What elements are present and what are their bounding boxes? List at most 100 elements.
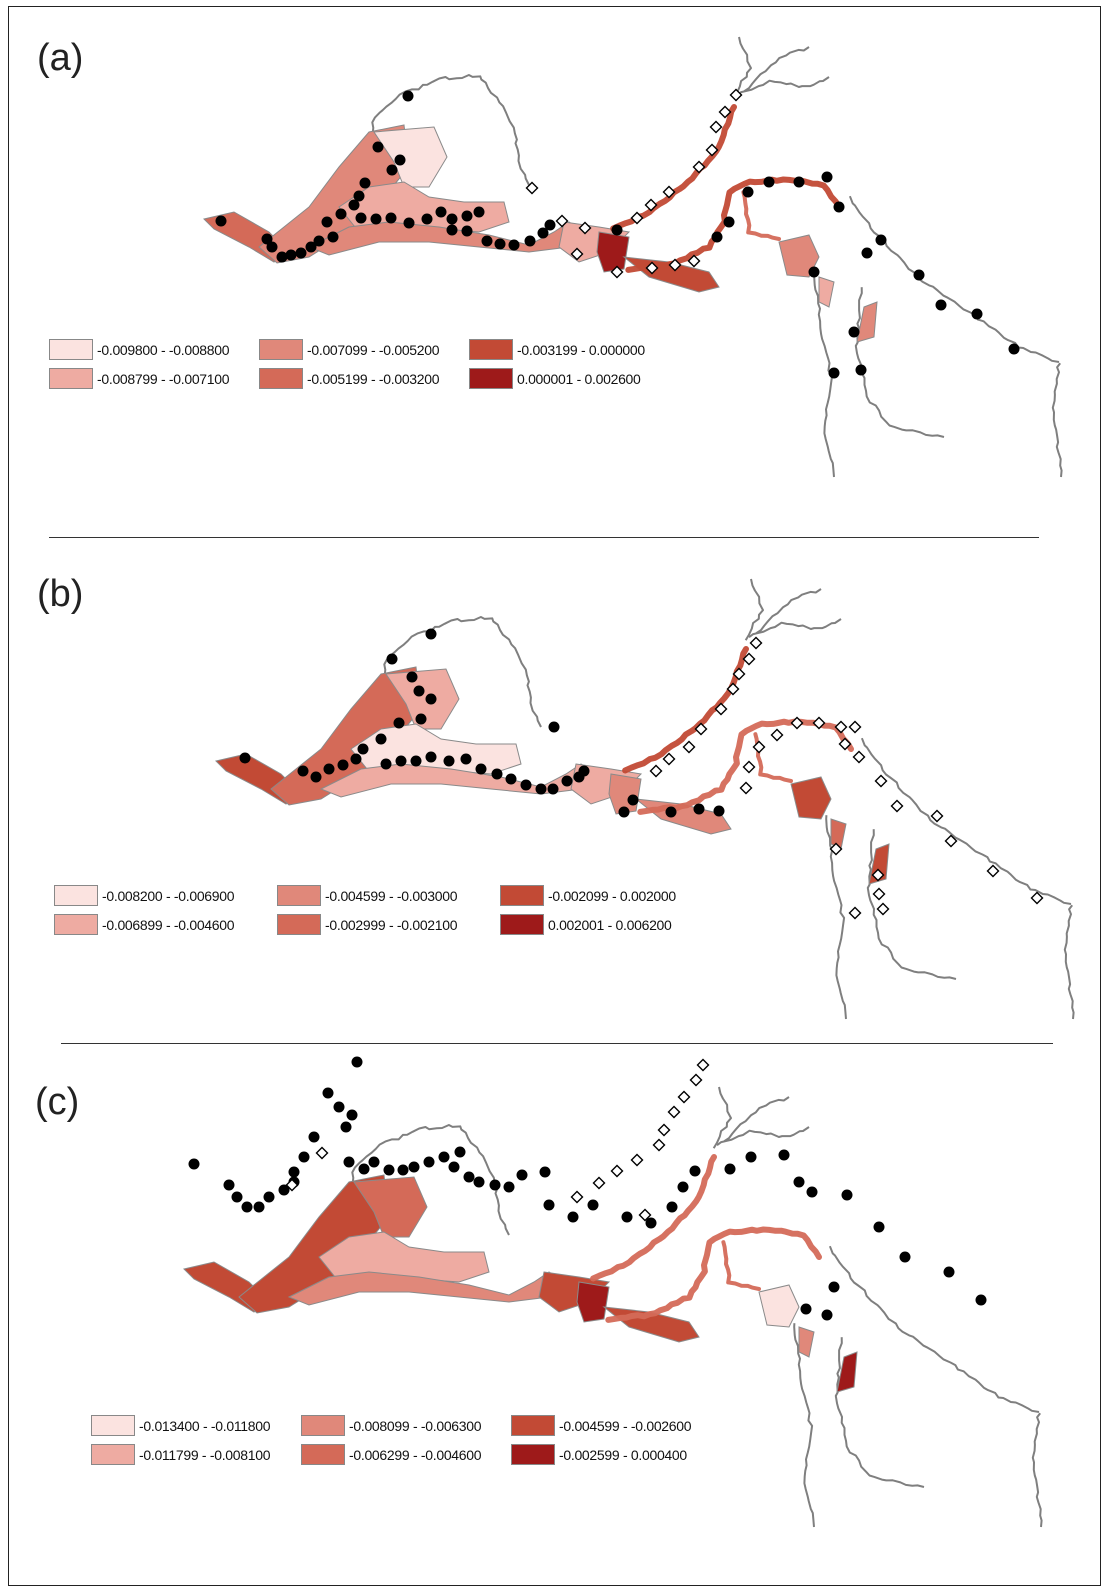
filled-site-marker (393, 717, 405, 729)
filled-site-marker (386, 653, 398, 665)
legend-swatch (49, 368, 93, 389)
legend-swatch (259, 368, 303, 389)
filled-site-marker (351, 1056, 363, 1068)
filled-site-marker (855, 364, 867, 376)
filled-site-marker (285, 249, 297, 261)
filled-site-marker (425, 693, 437, 705)
filled-site-marker (383, 1164, 395, 1176)
open-site-marker (876, 902, 890, 916)
open-site-marker (652, 1138, 666, 1152)
open-site-marker (726, 682, 740, 696)
filled-site-marker (223, 1179, 235, 1191)
filled-site-marker (535, 783, 547, 795)
filled-site-marker (971, 308, 983, 320)
filled-site-marker (446, 224, 458, 236)
filled-site-marker (913, 269, 925, 281)
filled-site-marker (463, 1171, 475, 1183)
filled-site-marker (333, 1101, 345, 1113)
legend-item: -0.009800 - -0.008800 (49, 339, 230, 360)
river-line (723, 1096, 790, 1143)
filled-site-marker (793, 1176, 805, 1188)
legend-item: -0.008200 - -0.006900 (54, 885, 235, 906)
filled-site-marker (508, 239, 520, 251)
filled-site-marker (298, 1151, 310, 1163)
legend-item: -0.004599 - -0.003000 (277, 885, 458, 906)
filled-site-marker (253, 1201, 265, 1213)
district-region (818, 276, 835, 308)
open-site-marker (874, 774, 888, 788)
filled-site-marker (828, 367, 840, 379)
filled-site-marker (808, 266, 820, 278)
district-region (350, 723, 522, 775)
legend-label: -0.002599 - 0.000400 (559, 1446, 687, 1463)
filled-site-marker (375, 733, 387, 745)
legend-item: -0.008799 - -0.007100 (49, 368, 230, 389)
filled-site-marker (561, 775, 573, 787)
filled-site-marker (448, 1161, 460, 1173)
filled-site-marker (548, 721, 560, 733)
filled-site-marker (261, 233, 273, 245)
filled-site-marker (547, 783, 559, 795)
open-site-marker (696, 1058, 710, 1072)
filled-site-marker (621, 1211, 633, 1223)
filled-site-marker (711, 231, 723, 243)
panel-divider (49, 537, 1039, 538)
legend-swatch (469, 339, 513, 360)
filled-site-marker (793, 176, 805, 188)
open-site-marker (570, 247, 584, 261)
open-site-marker (578, 221, 592, 235)
open-site-marker (742, 760, 756, 774)
filled-site-marker (350, 753, 362, 765)
district-region (790, 776, 832, 820)
filled-site-marker (397, 1164, 409, 1176)
river-line (793, 1323, 815, 1528)
open-site-marker (555, 214, 569, 228)
river-line (854, 287, 945, 438)
open-site-marker (592, 1176, 606, 1190)
panel-label: (b) (37, 573, 84, 615)
filled-site-marker (310, 771, 322, 783)
open-site-marker (1030, 891, 1044, 905)
legend-swatch (91, 1415, 135, 1436)
open-site-marker (638, 1208, 652, 1222)
river-line (743, 46, 810, 93)
legend-item: -0.002599 - 0.000400 (511, 1444, 687, 1465)
filled-site-marker (395, 755, 407, 767)
open-site-marker (930, 809, 944, 823)
filled-site-marker (380, 758, 392, 770)
open-site-marker (630, 211, 644, 225)
filled-site-marker (239, 752, 251, 764)
river-bank-region (721, 1240, 761, 1291)
filled-site-marker (355, 212, 367, 224)
river-bank-region (741, 190, 781, 241)
panel-label: (a) (37, 37, 84, 79)
filled-site-marker (666, 1201, 678, 1213)
filled-site-marker (323, 763, 335, 775)
open-site-marker (742, 652, 756, 666)
open-site-marker (890, 799, 904, 813)
filled-site-marker (385, 212, 397, 224)
filled-site-marker (403, 217, 415, 229)
open-site-marker (668, 258, 682, 272)
filled-site-marker (677, 1181, 689, 1193)
district-region (318, 1231, 490, 1283)
open-site-marker (770, 728, 784, 742)
filled-site-marker (346, 1109, 358, 1121)
legend-item: 0.002001 - 0.006200 (500, 914, 672, 935)
river-bank-region (622, 646, 749, 774)
panel-c: (c) -0.013400 - -0.011800 -0.011799 - -0… (9, 1051, 1102, 1585)
legend-label: -0.004599 - -0.002600 (559, 1417, 692, 1434)
filled-site-marker (587, 1199, 599, 1211)
filled-site-marker (645, 1217, 657, 1229)
open-site-marker (662, 185, 676, 199)
legend-item: -0.011799 - -0.008100 (91, 1444, 271, 1465)
legend-label: -0.002999 - -0.002100 (325, 916, 458, 933)
filled-site-marker (357, 743, 369, 755)
filled-site-marker (348, 199, 360, 211)
filled-site-marker (413, 685, 425, 697)
river-line (362, 74, 530, 186)
legend-label: -0.008099 - -0.006300 (349, 1417, 482, 1434)
filled-site-marker (723, 216, 735, 228)
open-site-marker (852, 750, 866, 764)
filled-site-marker (1008, 343, 1020, 355)
